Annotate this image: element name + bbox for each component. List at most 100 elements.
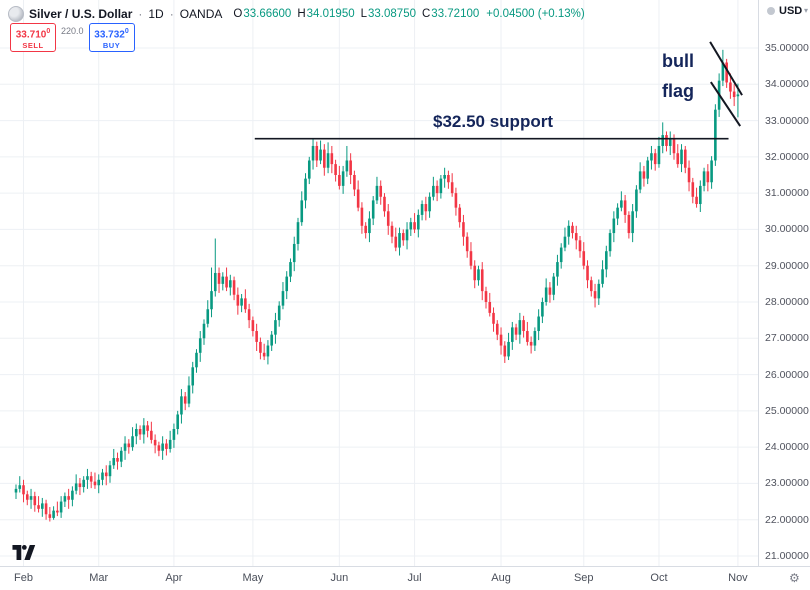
candle-body — [650, 153, 653, 161]
exchange-label[interactable]: OANDA — [179, 7, 223, 21]
candle-body — [71, 490, 74, 500]
candle-body — [398, 233, 401, 248]
tradingview-logo-icon — [12, 545, 36, 560]
buy-button[interactable]: 33.7320 BUY — [88, 23, 135, 53]
candle-body — [172, 429, 176, 440]
candle-body — [341, 171, 345, 186]
candle-body — [672, 138, 676, 154]
candle-body — [702, 171, 706, 186]
candle-body — [732, 91, 736, 97]
candle-body — [176, 414, 179, 429]
candle-body — [195, 352, 198, 368]
candle-body — [41, 503, 44, 509]
candle-body — [563, 236, 567, 248]
time-axis-label: Aug — [491, 572, 511, 584]
candle-body — [729, 82, 732, 92]
time-axis-label: Jun — [330, 572, 349, 584]
candle-body — [443, 175, 446, 179]
gear-icon[interactable]: ⚙ — [789, 571, 800, 585]
candle-body — [608, 233, 612, 252]
candle-body — [480, 269, 484, 292]
price-axis-label: 30.00000 — [765, 223, 809, 236]
candle-body — [432, 185, 435, 197]
candle-body — [146, 425, 149, 431]
close-value: 33.72100 — [431, 8, 480, 20]
price-axis-label: 27.00000 — [765, 332, 809, 345]
candle-body — [112, 458, 116, 466]
silver-coin-icon — [8, 6, 24, 22]
candle-body — [97, 479, 101, 486]
candle-body — [338, 175, 341, 186]
support-annotation-text[interactable]: $32.50 support — [433, 112, 553, 131]
candle-body — [240, 298, 243, 306]
candle-body — [586, 265, 589, 281]
candle-body — [296, 222, 300, 244]
candle-body — [44, 503, 48, 515]
candle-body — [217, 272, 221, 284]
candle-body — [462, 222, 465, 237]
candle-body — [714, 109, 717, 161]
candle-body — [236, 294, 240, 306]
candle-body — [330, 153, 334, 165]
chart-canvas[interactable] — [0, 0, 758, 566]
candle-body — [123, 443, 127, 451]
candle-body — [413, 222, 416, 230]
time-axis[interactable]: ⚙ Feb Mar Apr May Jun Jul Aug Sep Oct Nov — [0, 566, 810, 590]
candle-body — [232, 280, 236, 295]
candle-body — [127, 443, 131, 448]
candle-body — [349, 160, 352, 175]
price-axis-label: 29.00000 — [765, 259, 809, 272]
price-axis-label: 33.00000 — [765, 114, 809, 127]
candle-body — [458, 207, 461, 223]
open-value: 33.66600 — [243, 8, 292, 20]
candle-body — [229, 280, 232, 288]
bull-flag-annotation-text[interactable]: bull flag — [662, 46, 694, 106]
symbol-title[interactable]: Silver / U.S. Dollar — [29, 7, 133, 21]
candle-body — [605, 251, 608, 270]
candle-body — [334, 164, 337, 175]
candle-body — [428, 196, 431, 212]
candle-body — [691, 182, 695, 197]
candle-body — [93, 481, 97, 486]
candle-body — [383, 196, 386, 212]
candle-body — [285, 276, 289, 292]
sell-button[interactable]: 33.7100 SELL — [10, 23, 56, 53]
candle-body — [495, 323, 499, 335]
price-axis[interactable]: USD ▾ 35.00000 34.00000 33.00000 32.00000 31… — [758, 0, 810, 589]
candle-body — [529, 341, 533, 346]
chevron-down-icon[interactable]: ▾ — [803, 6, 808, 15]
candle-body — [116, 458, 119, 462]
time-axis-label: Jul — [407, 572, 422, 584]
tradingview-logo[interactable] — [12, 543, 36, 567]
separator-dot: · — [169, 7, 174, 21]
candle-body — [695, 196, 698, 205]
candle-body — [736, 94, 740, 97]
candle-body — [135, 429, 138, 437]
candle-body — [247, 309, 251, 321]
candle-body — [541, 302, 544, 317]
flag-trendline[interactable] — [709, 41, 743, 96]
candle-body — [255, 331, 258, 342]
candle-body — [289, 262, 292, 277]
candle-body — [161, 443, 164, 451]
candle-body — [180, 396, 183, 415]
candle-body — [616, 207, 619, 219]
candle-body — [450, 182, 454, 194]
currency-selector[interactable]: USD — [767, 5, 802, 17]
candle-body — [202, 323, 206, 339]
candle-body — [477, 269, 480, 281]
candle-body — [522, 320, 525, 332]
candle-body — [29, 496, 33, 500]
candle-body — [213, 272, 217, 292]
candle-body — [345, 160, 349, 172]
symbol-legend: Silver / U.S. Dollar · 1D · OANDA O33.66… — [8, 6, 585, 22]
interval-label[interactable]: 1D — [148, 7, 164, 21]
candle-body — [210, 291, 213, 310]
candle-body — [593, 291, 597, 299]
candle-body — [638, 171, 642, 190]
candle-body — [631, 211, 634, 234]
candle-body — [206, 309, 210, 324]
candle-body — [22, 485, 25, 495]
candle-body — [642, 171, 646, 179]
flag-trendline[interactable] — [710, 81, 742, 127]
